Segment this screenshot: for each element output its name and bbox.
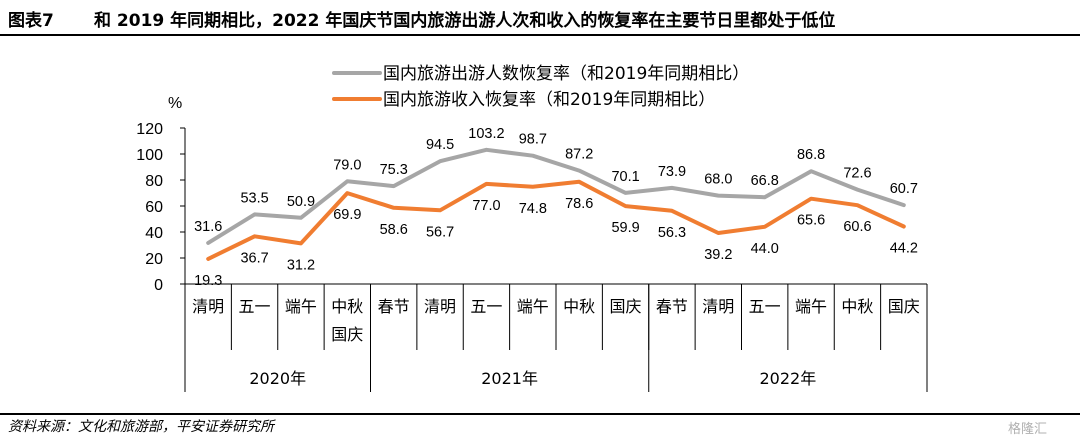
group-label: 2021年 xyxy=(481,369,538,388)
data-label: 58.6 xyxy=(380,222,408,238)
category-label: 五一 xyxy=(239,297,271,316)
data-label: 31.6 xyxy=(194,219,222,235)
series-line-1 xyxy=(206,147,906,245)
category-label: 清明 xyxy=(702,297,734,316)
data-label: 79.0 xyxy=(333,157,361,173)
data-label: 77.0 xyxy=(472,198,500,214)
data-label: 68.0 xyxy=(704,172,732,188)
data-label: 60.6 xyxy=(843,219,871,235)
watermark: 格隆汇 xyxy=(1008,422,1048,437)
category-label: 端午 xyxy=(795,297,827,316)
data-label: 70.1 xyxy=(611,169,639,185)
footer-rule xyxy=(0,413,1080,415)
y-tick-label: 20 xyxy=(145,251,163,268)
figure-title: 和 2019 年同期相比，2022 年国庆节国内旅游出游人次和收入的恢复率在主要… xyxy=(94,11,836,31)
series-line-2 xyxy=(206,179,906,261)
category-label: 中秋 xyxy=(331,297,363,316)
data-label: 44.0 xyxy=(751,241,779,257)
data-label: 103.2 xyxy=(468,126,504,142)
y-tick-label: 0 xyxy=(154,277,163,294)
data-label: 74.8 xyxy=(519,201,547,217)
data-label: 19.3 xyxy=(194,273,222,289)
category-label: 国庆 xyxy=(331,325,363,344)
category-label: 端午 xyxy=(517,297,549,316)
title-rule xyxy=(0,34,1080,36)
category-label: 春节 xyxy=(378,297,410,316)
y-tick-label: 60 xyxy=(145,199,163,216)
data-label: 72.6 xyxy=(843,166,871,182)
category-label: 国庆 xyxy=(888,297,920,316)
data-label: 50.9 xyxy=(287,194,315,210)
category-label: 中秋 xyxy=(841,297,873,316)
y-tick-label: 80 xyxy=(145,173,163,190)
data-label: 78.6 xyxy=(565,196,593,212)
category-label: 春节 xyxy=(656,297,688,316)
category-label: 清明 xyxy=(192,297,224,316)
data-label: 56.3 xyxy=(658,225,686,241)
category-label: 端午 xyxy=(285,297,317,316)
category-label: 国庆 xyxy=(610,297,642,316)
figure-number: 图表7 xyxy=(8,11,54,31)
y-tick-label: 40 xyxy=(145,225,163,242)
data-label: 60.7 xyxy=(890,181,918,197)
source-note: 资料来源：文化和旅游部，平安证券研究所 xyxy=(8,419,274,435)
legend-label-1: 国内旅游出游人数恢复率（和2019年同期相比） xyxy=(383,64,749,84)
category-label: 中秋 xyxy=(563,297,595,316)
legend-label-2: 国内旅游收入恢复率（和2019年同期相比） xyxy=(383,90,715,110)
data-label: 39.2 xyxy=(704,247,732,263)
data-label: 66.8 xyxy=(751,173,779,189)
data-label: 69.9 xyxy=(333,207,361,223)
data-label: 73.9 xyxy=(658,164,686,180)
category-label: 清明 xyxy=(424,297,456,316)
data-label: 56.7 xyxy=(426,224,454,240)
y-tick-label: 100 xyxy=(136,147,163,164)
y-axis-unit: % xyxy=(168,95,182,112)
data-label: 65.6 xyxy=(797,213,825,229)
data-label: 94.5 xyxy=(426,137,454,153)
data-label: 31.2 xyxy=(287,257,315,273)
title-bar: 图表7 和 2019 年同期相比，2022 年国庆节国内旅游出游人次和收入的恢复… xyxy=(0,0,1080,36)
data-label: 59.9 xyxy=(611,220,639,236)
category-label: 五一 xyxy=(470,297,502,316)
group-label: 2020年 xyxy=(249,369,306,388)
data-label: 53.5 xyxy=(240,190,268,206)
data-label: 86.8 xyxy=(797,147,825,163)
data-label: 75.3 xyxy=(380,162,408,178)
data-label: 44.2 xyxy=(890,241,918,257)
group-label: 2022年 xyxy=(760,369,817,388)
data-label: 36.7 xyxy=(240,250,268,266)
category-label: 五一 xyxy=(749,297,781,316)
data-label: 98.7 xyxy=(519,132,547,148)
y-tick-label: 120 xyxy=(136,121,163,138)
data-label: 87.2 xyxy=(565,147,593,163)
